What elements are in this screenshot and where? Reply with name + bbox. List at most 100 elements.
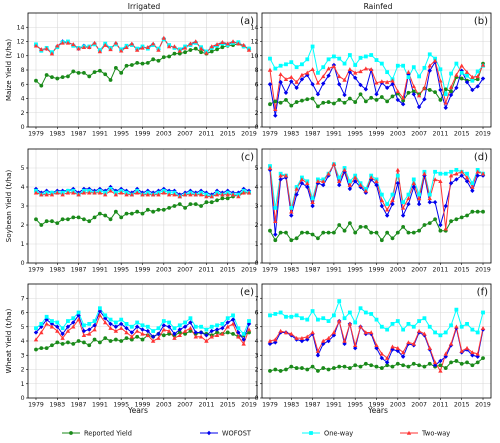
point-two-way-2011 [438,78,443,83]
point-wofost-1994 [113,324,119,329]
ytick-label: 14 [17,24,25,31]
ytick-label: 0 [255,395,259,402]
point-one-way-2000 [379,324,384,329]
point-one-way-2011 [204,327,209,332]
point-reported-yield-1994 [113,209,118,214]
point-reported-yield-2004 [401,98,406,103]
point-reported-yield-1998 [135,60,140,65]
point-two-way-2002 [156,335,161,340]
point-wofost-2012 [209,328,214,334]
point-one-way-2016 [465,171,469,176]
point-one-way-2016 [465,73,469,78]
point-wofost-2018 [475,173,480,178]
point-reported-yield-1987 [310,96,315,101]
point-one-way-1983 [55,320,60,325]
legend: Reported Yield WOFOST One-way Two-way [62,429,450,437]
point-two-way-2005 [172,44,177,49]
point-two-way-2009 [427,345,432,350]
point-two-way-1982 [49,192,55,197]
point-one-way-1989 [321,65,326,70]
point-two-way-1995 [352,70,358,75]
point-reported-yield-1999 [374,364,379,369]
point-two-way-2013 [214,42,220,47]
point-reported-yield-1991 [331,230,336,235]
point-two-way-1999 [140,192,145,197]
point-wofost-1980 [273,232,278,237]
point-reported-yield-2012 [443,366,448,370]
point-two-way-1986 [71,42,76,47]
point-reported-yield-2013 [449,89,453,94]
point-two-way-2012 [209,194,214,199]
point-one-way-2016 [231,313,235,318]
ytick-label: 6 [21,81,25,88]
point-reported-yield-1990 [92,337,97,342]
column-title-irrigated: Irrigated [128,2,161,11]
xtick-label: 2015 [454,267,470,274]
point-two-way-1996 [124,330,129,335]
point-two-way-1986 [305,334,310,339]
legend-label: WOFOST [222,429,252,437]
point-reported-yield-2006 [411,361,416,366]
xtick-label: 1999 [135,402,151,409]
point-reported-yield-1986 [71,215,76,220]
point-wofost-2001 [384,360,390,365]
point-two-way-1987 [76,192,81,197]
point-two-way-2016 [230,39,236,44]
point-reported-yield-1984 [294,236,299,241]
point-one-way-2009 [427,192,432,197]
point-two-way-2012 [443,226,448,231]
point-two-way-2010 [432,177,438,182]
series-markers-reported-yield [34,190,251,227]
point-reported-yield-1988 [82,217,86,222]
point-reported-yield-2013 [215,198,219,203]
point-reported-yield-1989 [321,366,326,370]
point-reported-yield-1983 [289,364,294,369]
point-one-way-2011 [438,171,443,176]
point-reported-yield-1981 [278,369,283,373]
point-one-way-2017 [470,78,475,83]
point-one-way-2012 [443,171,448,176]
point-one-way-1980 [273,312,278,316]
ytick-label: 12 [17,39,25,46]
point-wofost-1985 [299,181,305,186]
point-wofost-2010 [432,200,438,205]
point-two-way-1998 [134,328,140,333]
point-reported-yield-2007 [417,363,422,368]
point-reported-yield-1981 [278,100,283,105]
xtick-label: 2011 [199,131,215,138]
point-reported-yield-2005 [172,51,177,56]
point-two-way-1995 [352,175,358,180]
series-markers-one-way [268,299,485,338]
point-wofost-1986 [305,184,310,190]
point-two-way-2015 [225,41,230,46]
point-two-way-1983 [55,328,60,333]
panel-label: (c) [241,152,254,163]
point-reported-yield-2016 [465,213,469,218]
point-two-way-1999 [374,179,379,184]
point-wofost-2000 [145,328,151,334]
point-one-way-1988 [316,70,320,75]
point-wofost-2004 [400,213,406,218]
point-one-way-1996 [124,322,129,326]
point-reported-yield-1999 [140,337,145,342]
point-wofost-2017 [470,188,475,193]
point-reported-yield-1983 [55,340,60,345]
point-one-way-1994 [113,320,118,325]
point-two-way-2008 [188,192,193,197]
point-reported-yield-1980 [273,238,278,243]
point-reported-yield-1996 [358,92,363,97]
point-two-way-2000 [379,351,385,356]
point-two-way-1982 [283,77,289,82]
point-two-way-1987 [76,317,81,322]
point-one-way-1987 [310,196,315,201]
ytick-label: 4 [21,184,25,191]
ylabel-maize-yield-t-ha: Maize Yield (t/ha) [4,39,13,101]
point-two-way-2010 [432,58,438,63]
point-two-way-1986 [305,181,310,185]
point-two-way-1987 [310,330,315,335]
point-one-way-1995 [119,317,124,322]
ytick-label: 1 [21,381,25,388]
point-two-way-1989 [87,45,92,49]
ytick-label: 4 [255,184,259,191]
